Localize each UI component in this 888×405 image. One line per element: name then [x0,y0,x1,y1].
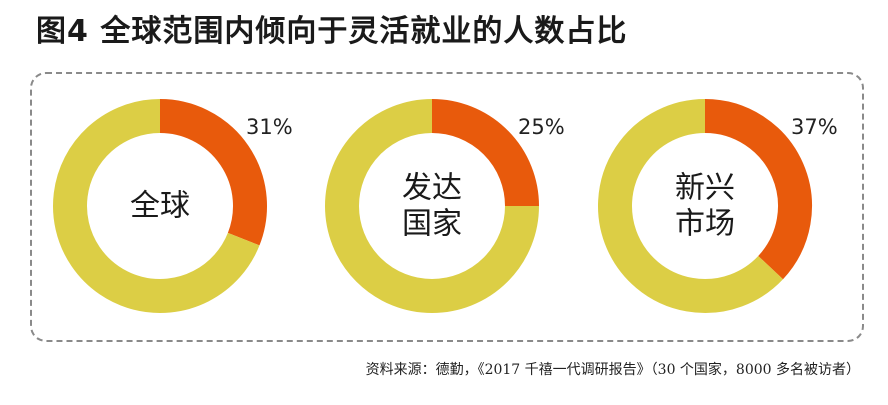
donut-2-value-label: 25% [518,115,565,139]
donut-2-highlight-slice [431,99,539,207]
donut-3-center-label: 市场 [675,207,735,242]
donut-3-value-label: 37% [791,115,838,139]
donut-2-center-label: 发达 [402,171,462,206]
donut-1-remainder-slice [53,99,260,313]
donut-3-highlight-slice [704,99,812,280]
donut-2-center-label: 国家 [402,207,462,242]
donut-1-highlight-slice [159,99,267,246]
chart-panel [30,72,864,342]
donut-3-center-label: 新兴 [675,171,735,206]
donut-2-remainder-slice [325,99,539,313]
figure-title: 图4 全球范围内倾向于灵活就业的人数占比 [36,14,628,49]
donut-1-center-label: 全球 [130,189,190,224]
source-note: 资料来源：德勤，《2017 千禧一代调研报告》（30 个国家，8000 多名被访… [365,362,860,378]
donut-3-remainder-slice [598,99,783,313]
donut-1-value-label: 31% [246,115,293,139]
